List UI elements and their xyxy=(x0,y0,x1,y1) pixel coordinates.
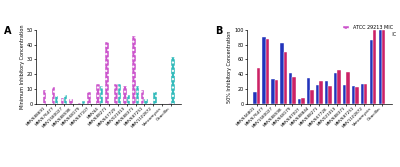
Text: B: B xyxy=(215,26,222,36)
Bar xyxy=(262,37,266,104)
Bar xyxy=(100,86,103,104)
Bar xyxy=(370,40,373,104)
Bar xyxy=(253,92,257,104)
Bar xyxy=(60,98,64,104)
Bar xyxy=(150,103,154,104)
Bar xyxy=(298,99,302,104)
Bar xyxy=(271,79,274,104)
Bar xyxy=(64,95,67,104)
Bar xyxy=(355,87,358,104)
Y-axis label: Minimum Inhibitory Concentration: Minimum Inhibitory Concentration xyxy=(20,25,25,109)
Bar xyxy=(280,43,284,104)
Bar xyxy=(328,86,332,104)
Bar xyxy=(378,30,382,104)
Bar xyxy=(136,86,139,104)
Bar xyxy=(292,77,296,104)
Bar xyxy=(361,84,364,104)
Bar xyxy=(289,73,292,104)
Bar xyxy=(87,92,91,104)
Bar xyxy=(171,56,175,104)
Bar xyxy=(307,78,310,104)
Legend: ATCC 29213 MIC, ATCC 700699 MIC: ATCC 29213 MIC, ATCC 700699 MIC xyxy=(340,24,397,38)
Bar xyxy=(316,85,319,104)
Bar xyxy=(118,85,121,104)
Bar xyxy=(144,99,148,104)
Bar xyxy=(373,30,376,104)
Bar xyxy=(343,85,346,104)
Bar xyxy=(132,36,136,104)
Bar xyxy=(154,92,157,104)
Bar xyxy=(43,90,46,104)
Bar xyxy=(123,86,126,104)
Text: A: A xyxy=(4,26,12,36)
Bar xyxy=(302,98,305,104)
Bar xyxy=(364,84,368,104)
Bar xyxy=(78,103,82,104)
Bar xyxy=(325,81,328,104)
Bar xyxy=(55,96,58,104)
Bar xyxy=(319,81,323,104)
Bar xyxy=(168,103,171,104)
Bar xyxy=(352,86,355,104)
Bar xyxy=(266,39,269,104)
Bar xyxy=(96,85,100,104)
Bar xyxy=(70,99,73,104)
Bar xyxy=(105,42,109,104)
Bar xyxy=(141,90,144,104)
Bar xyxy=(382,30,385,104)
Bar xyxy=(310,90,314,104)
Bar xyxy=(114,85,118,104)
Bar xyxy=(334,73,337,104)
Bar xyxy=(257,67,260,104)
Bar xyxy=(52,87,55,104)
Bar xyxy=(82,101,85,104)
Bar xyxy=(284,52,287,104)
Bar xyxy=(346,72,350,104)
Bar xyxy=(337,70,341,104)
Y-axis label: 50% Inhibitory Concentration: 50% Inhibitory Concentration xyxy=(228,31,232,103)
Bar xyxy=(126,95,130,104)
Bar xyxy=(274,80,278,104)
